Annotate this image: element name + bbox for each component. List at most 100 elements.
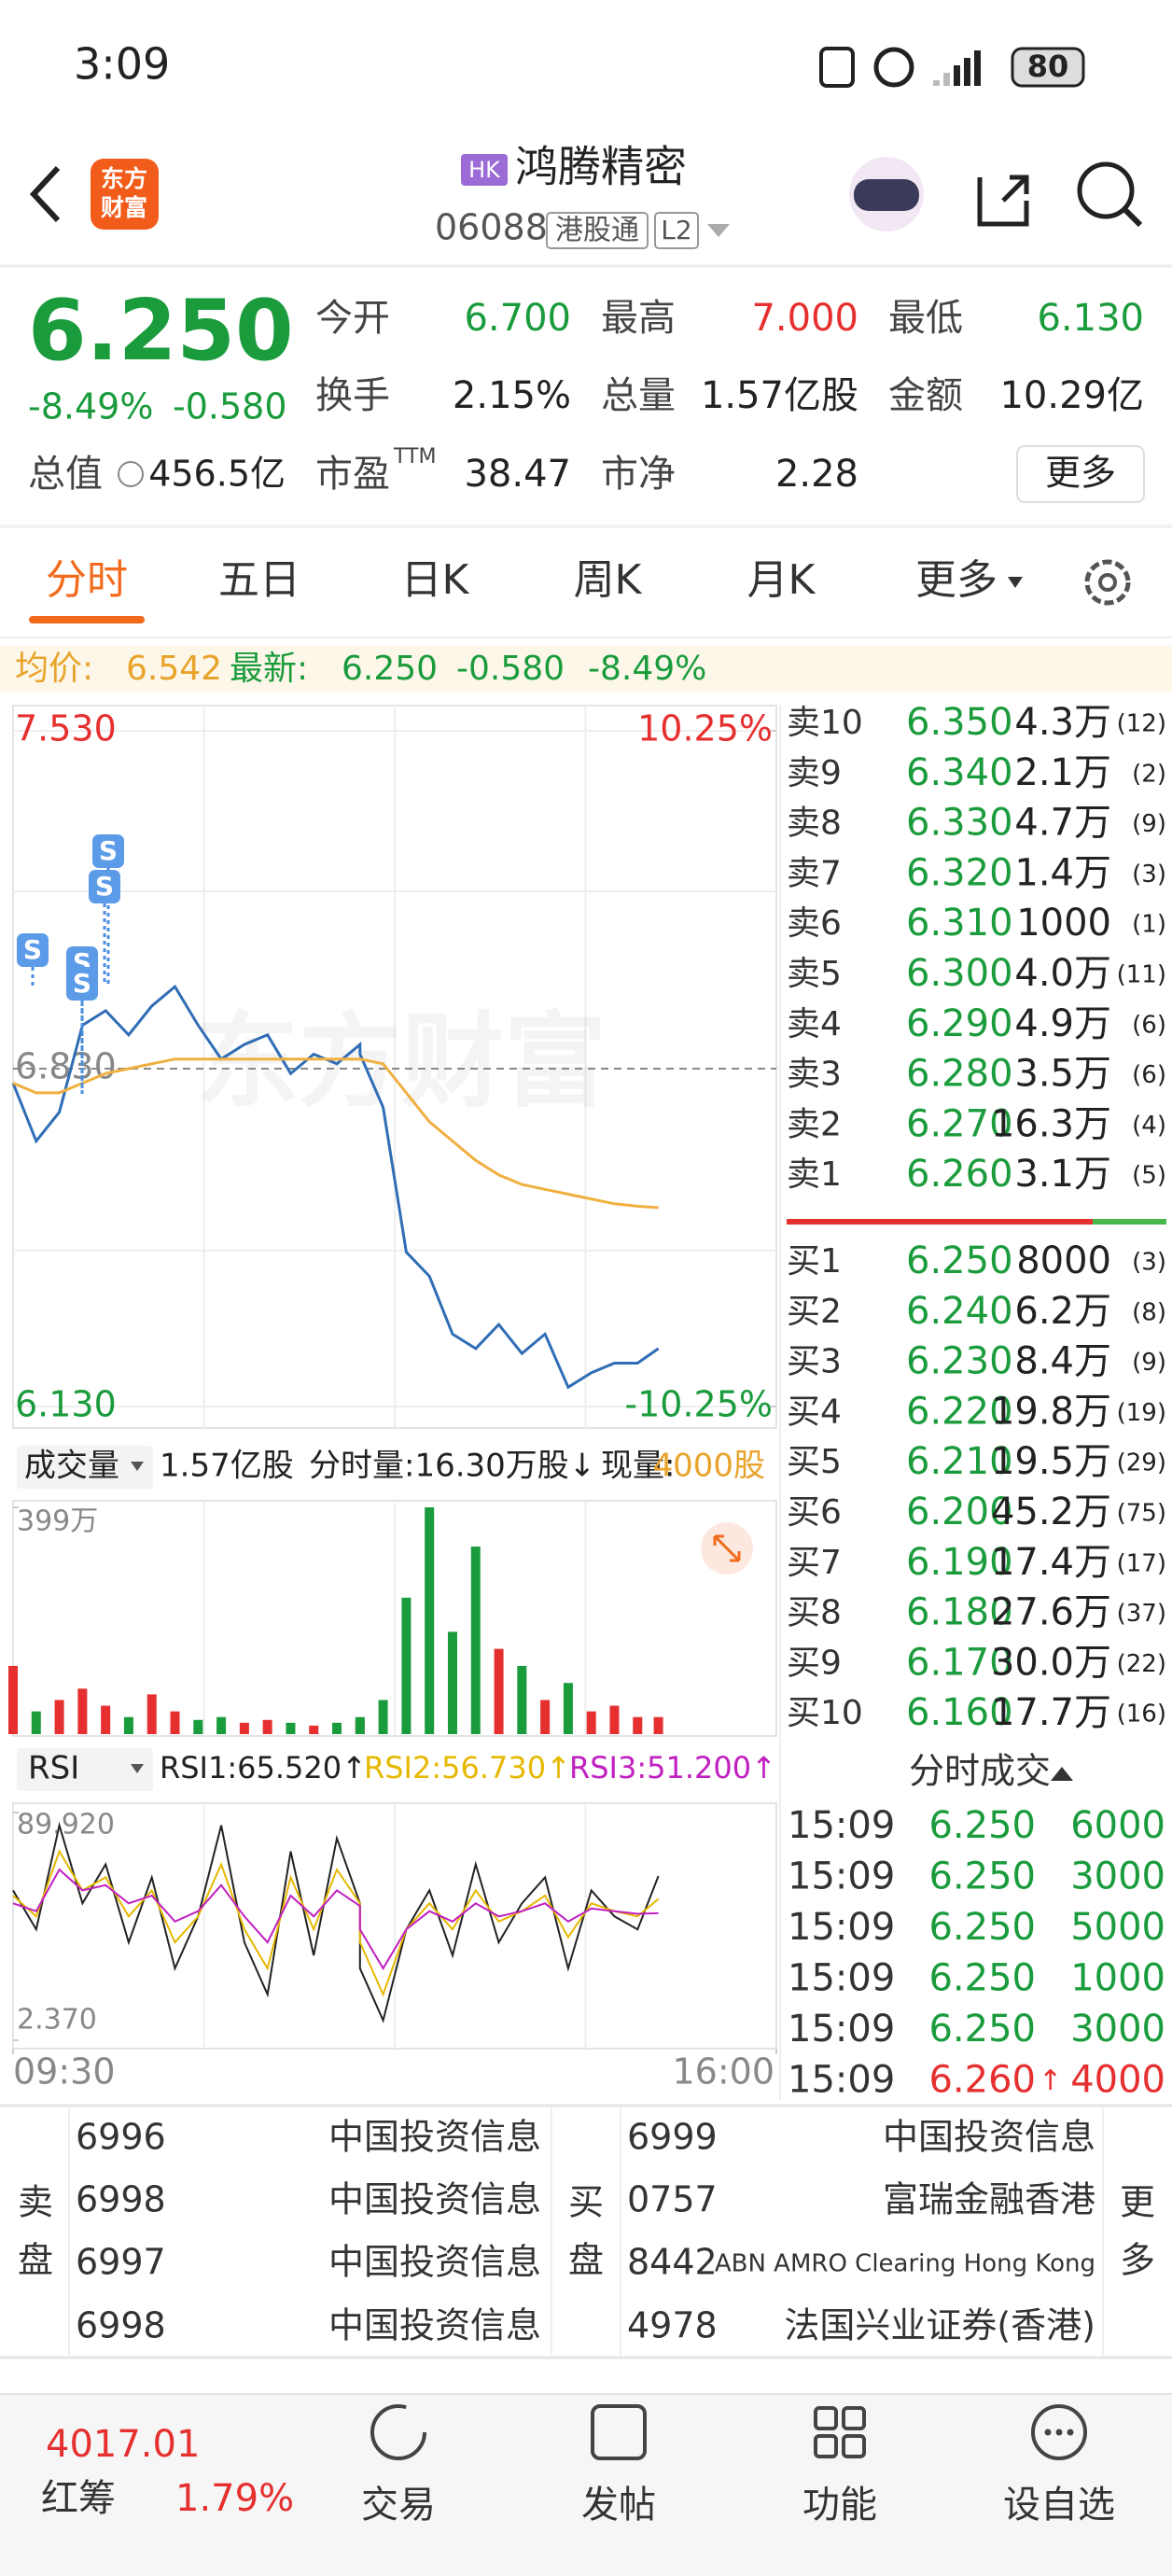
- book-volume: 1.4万: [1014, 851, 1111, 894]
- book-count: (9): [1132, 810, 1166, 838]
- trades-title[interactable]: 分时成交: [909, 1751, 1051, 1792]
- book-count: (3): [1132, 861, 1166, 889]
- signal-marker[interactable]: [92, 834, 124, 868]
- avg-label: 均价:: [15, 650, 93, 688]
- book-volume: 27.6万: [991, 1591, 1111, 1634]
- selector-box[interactable]: [17, 1748, 153, 1791]
- volume-bar: [54, 1700, 64, 1734]
- signal-marker[interactable]: [17, 933, 49, 967]
- series-line: [12, 1821, 660, 2023]
- alarm-icon: [873, 47, 914, 88]
- tab[interactable]: 五日: [218, 556, 300, 604]
- nav-label[interactable]: 设自选: [1003, 2484, 1115, 2527]
- book-volume: 3.5万: [1014, 1053, 1111, 1096]
- trade-volume: 6000: [1070, 1804, 1165, 1847]
- selector-box[interactable]: [17, 1446, 153, 1489]
- battery: [1011, 47, 1085, 88]
- broker-code: 6998: [76, 2305, 166, 2346]
- book-level: 卖2: [787, 1105, 842, 1143]
- book-level: 卖6: [787, 904, 842, 943]
- nav-label[interactable]: 交易: [361, 2484, 436, 2527]
- nav-label[interactable]: 发帖: [581, 2484, 656, 2527]
- book-ratio-bid: [1093, 1219, 1166, 1225]
- nav-icon[interactable]: [814, 2434, 838, 2458]
- volume-bar: [239, 1722, 249, 1734]
- more-button[interactable]: [1016, 445, 1145, 503]
- tab-indicator: [29, 616, 145, 623]
- change-amount: -0.580: [173, 386, 287, 427]
- volume-bar: [8, 1665, 18, 1734]
- series-line: [11, 984, 660, 1390]
- nav-icon[interactable]: [370, 2404, 426, 2460]
- stat-label: 换手: [315, 374, 390, 417]
- side-label: 盘: [18, 2240, 53, 2281]
- x-tick-label: 16:00: [672, 2051, 774, 2093]
- book-count: (4): [1132, 1112, 1166, 1140]
- settings-icon[interactable]: [1084, 559, 1131, 606]
- nav-icon[interactable]: [1031, 2404, 1087, 2460]
- volume-bar: [447, 1631, 457, 1734]
- book-level: 买4: [787, 1393, 842, 1431]
- share-icon[interactable]: [977, 175, 1029, 227]
- more-button-text[interactable]: 更多: [1045, 453, 1116, 494]
- volume-bar: [123, 1716, 133, 1734]
- more-link[interactable]: 更: [1120, 2182, 1155, 2223]
- nfc-icon: [819, 47, 855, 88]
- series-line: [12, 1849, 660, 1997]
- book-level: 买5: [787, 1443, 842, 1481]
- book-count: (19): [1117, 1399, 1166, 1427]
- tab[interactable]: 日K: [401, 556, 470, 604]
- tab[interactable]: 更多: [915, 556, 998, 604]
- book-price: 6.200: [906, 1491, 1013, 1533]
- search-icon[interactable]: [1077, 161, 1135, 219]
- nav-icon[interactable]: [814, 2406, 838, 2430]
- more-link[interactable]: 多: [1120, 2240, 1155, 2281]
- stat-label: 最低: [888, 297, 963, 340]
- index-value[interactable]: 4017.01: [46, 2423, 200, 2466]
- stat-label: 总值: [28, 453, 103, 496]
- connect-text: 港股通: [555, 215, 639, 247]
- nav-icon[interactable]: [591, 2404, 647, 2460]
- stat-value: 10.29亿: [999, 374, 1144, 417]
- volume-bar: [609, 1705, 620, 1734]
- rsi2-value: RSI2:56.730↑: [364, 1750, 571, 1785]
- trade-volume: 3000: [1070, 1855, 1165, 1898]
- stat-label: 市盈: [315, 453, 390, 496]
- book-level: 卖3: [787, 1056, 842, 1094]
- stat-label-sup: TTM: [393, 445, 436, 469]
- book-price: 6.310: [906, 902, 1013, 945]
- book-price: 6.220: [906, 1390, 1013, 1433]
- tab[interactable]: 月K: [747, 556, 816, 604]
- nav-icon-dot: [1044, 2429, 1052, 2436]
- nav-label[interactable]: 功能: [802, 2484, 877, 2527]
- tab[interactable]: 分时: [46, 556, 128, 604]
- tab[interactable]: 周K: [574, 556, 643, 604]
- dropdown-arrow[interactable]: [707, 224, 730, 237]
- trade-arrow: ↑: [1039, 2065, 1062, 2097]
- broker-name: 法国兴业证券(香港): [784, 2305, 1095, 2346]
- trade-volume: 3000: [1070, 2008, 1165, 2051]
- back-button[interactable]: [29, 165, 61, 223]
- stock-name: 鸿腾精密: [515, 142, 687, 192]
- book-price: 6.190: [906, 1541, 1013, 1584]
- volume-bar: [540, 1700, 551, 1734]
- indicator-selector[interactable]: RSI: [28, 1750, 79, 1787]
- signal-marker[interactable]: [66, 967, 98, 1001]
- book-price: 6.180: [906, 1591, 1013, 1634]
- nav-icon[interactable]: [842, 2406, 866, 2430]
- stat-value: 2.28: [775, 453, 858, 496]
- volume-bar: [77, 1688, 88, 1734]
- indicator-selector[interactable]: 成交量: [24, 1448, 119, 1485]
- signal-text: S: [73, 968, 91, 999]
- volume-minute: 分时量:16.30万股↓: [309, 1448, 595, 1485]
- trade-time: 15:09: [788, 1804, 895, 1847]
- book-volume: 3.1万: [1014, 1153, 1111, 1196]
- volume-bar: [378, 1700, 388, 1734]
- book-volume: 4.3万: [1014, 701, 1111, 744]
- book-count: (37): [1117, 1600, 1166, 1628]
- book-price: 6.260: [906, 1153, 1013, 1196]
- volume-total: 1.57亿股: [160, 1448, 294, 1485]
- trade-time: 15:09: [788, 1957, 895, 2000]
- nav-icon[interactable]: [842, 2434, 866, 2458]
- signal-marker[interactable]: [89, 870, 120, 903]
